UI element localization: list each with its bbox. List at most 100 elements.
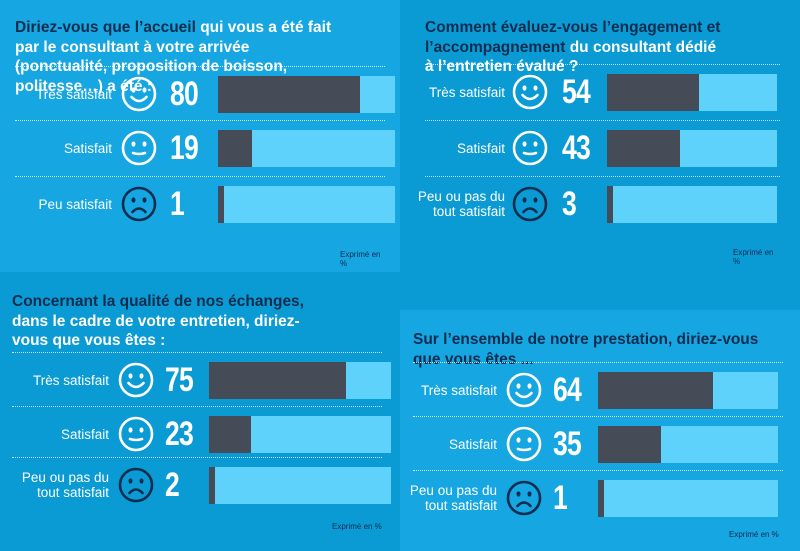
bar-row: Très satisfait 75 [12,352,391,400]
category-label: Satisfait [448,436,497,452]
category-label: Peu satisfait [38,196,112,212]
unit-note: Exprimé en % [332,522,382,531]
bar-fill [598,372,713,409]
bar-fill [218,130,252,167]
category-label: Très satisfait [428,84,505,100]
row-divider [12,406,382,407]
row-divider [425,120,780,121]
bar-fill [598,426,661,463]
unit-note: Exprimé en % [729,530,779,539]
value-label: 64 [553,371,582,409]
bar-track [209,362,391,399]
bar-fill [598,480,604,517]
bar-row: Peu ou pas du tout satisfait 1 [410,470,783,518]
smiley-neutral-icon [121,130,157,166]
value-label: 43 [562,129,591,167]
bar-fill [209,416,251,453]
row-divider [425,64,780,65]
category-label: Peu ou pas du tout satisfait [417,189,505,219]
value-label: 3 [562,185,577,223]
value-label: 1 [553,479,568,517]
bar-track [218,76,395,113]
bar-fill [218,76,360,113]
bar-row: Très satisfait 54 [425,64,780,112]
chart-title-rest: dans le cadre de votre entretien, diriez… [12,312,300,350]
smiley-happy-icon [121,76,157,112]
chart-panel-1: Diriez-vous que l’accueil qui vous a été… [15,0,395,551]
value-label: 19 [170,129,199,167]
bar-fill [607,130,680,167]
category-label: Peu ou pas du tout satisfait [21,470,109,500]
chart-panel-2: Comment évaluez-vous l’engagement et l’a… [418,0,780,551]
chart-title-highlight: Concernant la qualité de nos échanges, [12,293,304,310]
chart-panel-4: Sur l’ensemble de notre prestation, diri… [410,0,783,551]
category-label: Satisfait [63,140,112,156]
bar-track [607,74,777,111]
background-block-bottom-left [0,272,400,551]
smiley-sad-icon [118,467,154,503]
bar-fill [209,362,346,399]
bar-track [607,186,777,223]
bar-row: Peu ou pas du tout satisfait 2 [12,457,391,505]
category-label: Satisfait [456,140,505,156]
chart-title-highlight: Comment évaluez-vous l’engagement et l’a… [425,19,721,56]
chart-title: Sur l’ensemble de notre prestation, diri… [413,330,763,369]
value-label: 1 [170,185,185,223]
bar-track [218,130,395,167]
bar-track [598,426,778,463]
bar-row: Peu satisfait 1 [15,176,395,224]
chart-title-highlight: Sur l’ensemble de notre prestation, diri… [413,331,759,368]
category-label: Très satisfait [32,372,109,388]
smiley-happy-icon [118,362,154,398]
bar-fill [607,186,613,223]
bar-row: Satisfait 19 [15,120,395,168]
bar-fill [218,186,224,223]
smiley-happy-icon [512,74,548,110]
unit-note: Exprimé en % [340,250,381,268]
category-label: Peu ou pas du tout satisfait [409,483,497,513]
bar-track [607,130,777,167]
bar-row: Satisfait 35 [413,416,783,464]
smiley-happy-icon [506,372,542,408]
value-label: 2 [165,466,180,504]
category-label: Très satisfait [35,86,112,102]
bar-track [598,372,778,409]
value-label: 35 [553,425,582,463]
smiley-sad-icon [121,186,157,222]
value-label: 23 [165,415,194,453]
bar-row: Très satisfait 80 [15,66,395,114]
row-divider [413,362,783,363]
chart-title-highlight: Diriez-vous que l’accueil [15,19,196,36]
value-label: 75 [165,361,194,399]
smiley-sad-icon [512,186,548,222]
chart-title: Comment évaluez-vous l’engagement et l’a… [425,18,725,77]
row-divider [12,352,382,353]
row-divider [12,457,382,458]
bar-track [209,467,391,504]
smiley-neutral-icon [506,426,542,462]
row-divider [15,120,385,121]
row-divider [15,176,385,177]
row-divider [413,470,783,471]
bar-row: Satisfait 43 [425,120,780,168]
smiley-sad-icon [506,480,542,516]
category-label: Satisfait [60,426,109,442]
bar-track [209,416,391,453]
value-label: 54 [562,73,591,111]
bar-track [598,480,778,517]
row-divider [413,416,783,417]
bar-track [218,186,395,223]
smiley-neutral-icon [512,130,548,166]
category-label: Très satisfait [420,382,497,398]
unit-note: Exprimé en % [733,248,774,266]
bar-fill [607,74,699,111]
bar-row: Satisfait 23 [12,406,391,454]
smiley-neutral-icon [118,416,154,452]
bar-row: Très satisfait 64 [413,362,783,410]
chart-panel-3: Concernant la qualité de nos échanges, d… [12,0,391,551]
bar-fill [209,467,215,504]
row-divider [425,176,780,177]
chart-title-rest: du consultant dédié à l’entretien évalué… [425,38,717,76]
chart-title: Concernant la qualité de nos échanges, d… [12,292,332,351]
value-label: 80 [170,75,199,113]
